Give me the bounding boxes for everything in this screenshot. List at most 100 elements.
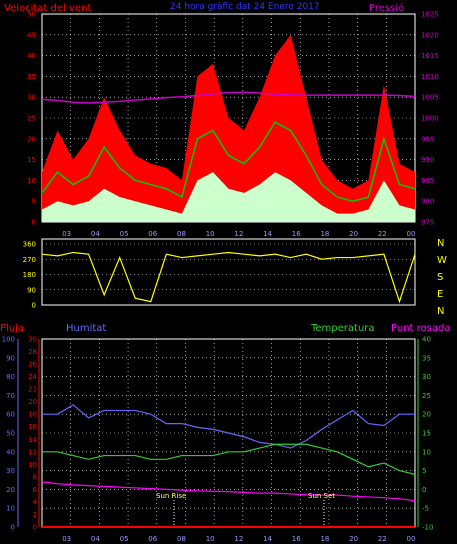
direction-panel-frame	[41, 238, 416, 306]
rain-y-tick: 8	[33, 473, 37, 481]
temperature-y-tick: 30	[422, 373, 431, 381]
rain-humidity-temp-chart: 0102030405060708090100024681012141618202…	[2, 336, 434, 544]
humidity-y-tick: 0	[11, 524, 15, 532]
pressure-y-tick: 1005	[421, 94, 439, 102]
pressure-y-tick: 990	[421, 156, 434, 164]
humidity-y-tick: 20	[6, 486, 15, 494]
wind-x-tick: 04	[91, 230, 100, 238]
pressure-y-tick: 975	[421, 219, 434, 227]
rain-y-tick: 22	[28, 386, 37, 394]
lower-x-tick: 20	[349, 535, 358, 543]
lower-x-tick: 22	[378, 535, 387, 543]
wind-x-tick: 16	[292, 230, 301, 238]
rain-y-tick: 12	[28, 448, 37, 456]
wind-pressure-chart: 0510152025303540455097598098599099510001…	[27, 11, 439, 239]
dir-label-w: W	[437, 255, 447, 266]
dir-y-tick: 0	[32, 302, 36, 310]
humidity-y-tick: 60	[6, 411, 15, 419]
temperature-y-tick: -5	[422, 505, 429, 513]
header-wind: Velocitat del vent	[4, 3, 91, 14]
rain-y-tick: 30	[28, 336, 37, 344]
label-dewpoint: Punt rosada	[391, 323, 450, 334]
lower-x-tick: 00	[407, 535, 416, 543]
lower-x-tick: 10	[206, 535, 215, 543]
sunset-label: Sun Set	[308, 492, 335, 500]
wind-x-tick: 12	[234, 230, 243, 238]
wind-min-area	[42, 172, 415, 222]
humidity-y-tick: 100	[2, 336, 15, 344]
humidity-y-tick: 90	[6, 354, 15, 362]
wind-y-tick: 50	[27, 11, 36, 19]
wind-direction-chart: 0 90 180 270 360	[23, 241, 416, 310]
temperature-y-tick: 20	[422, 411, 431, 419]
rain-y-tick: 16	[28, 423, 37, 431]
label-humidity: Humitat	[66, 323, 106, 334]
lower-x-tick: 16	[292, 535, 301, 543]
dir-y-tick: 360	[23, 241, 36, 249]
pressure-y-tick: 1000	[421, 115, 439, 123]
wind-x-tick: 10	[206, 230, 215, 238]
pressure-y-tick: 1020	[421, 31, 439, 39]
wind-x-tick: 20	[349, 230, 358, 238]
dir-label-n-bottom: N	[437, 306, 444, 317]
dewpoint-line	[41, 481, 416, 502]
dir-y-tick: 180	[23, 271, 36, 279]
temperature-line	[42, 443, 416, 475]
rain-y-tick: 6	[33, 486, 38, 494]
rain-y-tick: 14	[28, 436, 37, 444]
rain-y-tick: 4	[33, 498, 38, 506]
wind-y-tick: 10	[27, 177, 36, 185]
wind-y-tick: 30	[27, 94, 36, 102]
pressure-y-tick: 980	[421, 198, 434, 206]
temperature-y-tick: 15	[422, 430, 431, 438]
humidity-y-tick: 40	[6, 448, 15, 456]
pressure-y-tick: 1010	[421, 73, 439, 81]
lower-x-tick: 03	[62, 535, 71, 543]
label-temperature: Temperatura	[310, 323, 375, 334]
lower-x-tick: 08	[177, 535, 186, 543]
header-title: 24 hora gràfic dat 24 Enero 2017	[170, 2, 320, 12]
wind-x-tick: 18	[320, 230, 329, 238]
temperature-y-tick: -10	[422, 524, 433, 532]
direction-line	[41, 251, 416, 304]
dir-label-n-top: N	[437, 238, 444, 249]
pressure-y-tick: 985	[421, 177, 434, 185]
header-pressure: Pressió	[369, 2, 404, 14]
temperature-y-tick: 0	[422, 486, 426, 494]
rain-y-tick: 26	[28, 361, 37, 369]
dir-label-e: E	[437, 289, 443, 300]
wind-x-tick: 22	[378, 230, 387, 238]
pressure-line	[41, 91, 416, 104]
dir-y-tick: 90	[27, 286, 36, 294]
temperature-y-tick: 25	[422, 392, 431, 400]
wind-x-tick: 08	[177, 230, 186, 238]
wind-x-tick: 00	[407, 230, 416, 238]
temperature-y-tick: 10	[422, 448, 431, 456]
humidity-y-tick: 50	[6, 430, 15, 438]
rain-y-tick: 20	[28, 398, 37, 406]
rain-y-tick: 0	[33, 524, 37, 532]
wind-y-tick: 40	[27, 52, 36, 60]
lower-x-tick: 06	[148, 535, 157, 543]
rain-y-tick: 2	[33, 511, 37, 519]
wind-y-tick: 15	[27, 156, 36, 164]
wind-y-tick: 45	[27, 31, 36, 39]
wind-y-tick: 0	[32, 219, 36, 227]
sunrise-label: Sun Rise	[156, 492, 186, 500]
rain-y-tick: 10	[28, 461, 37, 469]
humidity-y-tick: 30	[6, 467, 15, 475]
pressure-y-tick: 1015	[421, 52, 439, 60]
wind-gust-area	[42, 34, 415, 222]
rain-y-tick: 24	[28, 373, 37, 381]
lower-x-tick: 14	[263, 535, 272, 543]
humidity-y-tick: 10	[6, 505, 15, 513]
wind-x-tick: 06	[148, 230, 157, 238]
pressure-y-tick: 1025	[421, 11, 439, 19]
temperature-y-tick: 5	[422, 467, 426, 475]
wind-x-tick: 05	[120, 230, 129, 238]
humidity-line	[42, 404, 415, 449]
lower-x-tick: 05	[120, 535, 129, 543]
wind-x-tick: 14	[263, 230, 272, 238]
temperature-y-tick: 35	[422, 354, 431, 362]
